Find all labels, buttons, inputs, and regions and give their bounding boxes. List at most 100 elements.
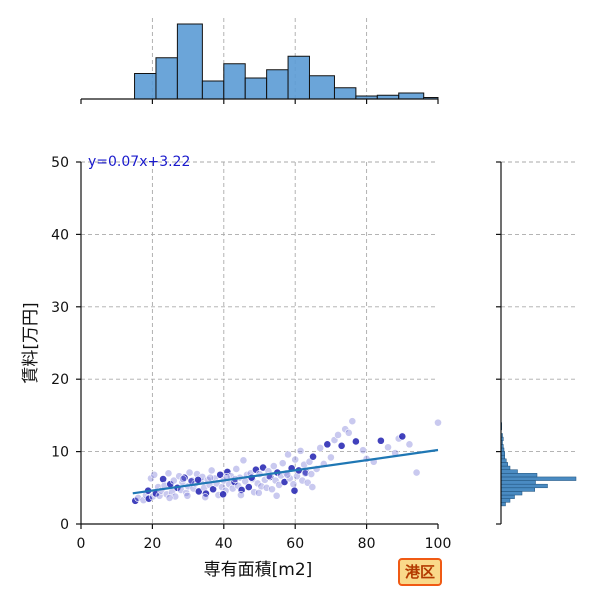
scatter-point — [194, 475, 202, 484]
scatter-point — [237, 491, 245, 499]
right-histogram-bar — [500, 498, 511, 503]
tick-labels: 0 20 40 60 80 100 0 10 20 30 40 50 — [51, 155, 451, 552]
y-tick-label: 20 — [51, 372, 69, 388]
scatter-point — [434, 418, 442, 427]
scatter-point — [165, 494, 174, 502]
right-histogram-bar — [500, 483, 548, 489]
scatter-point — [405, 440, 414, 449]
scatter-point — [179, 475, 188, 484]
x-tick-label: 40 — [215, 536, 233, 552]
right-histogram-bar — [500, 469, 518, 474]
scatter-point — [206, 473, 215, 482]
scatter-point — [348, 417, 357, 426]
right-histogram-bar — [500, 473, 538, 478]
scatter-point — [296, 446, 305, 455]
top-histogram-bar — [244, 77, 268, 100]
right-histogram-bar — [500, 494, 515, 499]
scatter-point — [323, 440, 332, 449]
scatter-point — [398, 432, 407, 441]
scatter-point — [150, 470, 159, 479]
right-histogram-bar — [500, 465, 511, 470]
right-histogram-bar — [500, 480, 536, 485]
scatter-point — [344, 428, 353, 437]
scatter-point — [185, 468, 194, 477]
right-histogram-bar — [500, 502, 506, 507]
scatter-point — [291, 455, 300, 464]
ward-badge: 港区 — [398, 558, 443, 586]
right-histogram-bar — [500, 491, 523, 496]
x-tick-label: 0 — [77, 536, 86, 552]
main-gridlines — [81, 161, 438, 524]
scatter-point — [301, 469, 310, 478]
scatter-point — [309, 452, 317, 461]
scatter-point — [351, 437, 360, 446]
scatter-point — [239, 456, 248, 465]
top-histogram-bar — [266, 69, 289, 100]
scatter-point — [232, 465, 241, 473]
scatter-point — [307, 470, 316, 478]
top-histogram — [134, 23, 439, 100]
scatter-point — [180, 473, 189, 482]
scatter-points — [131, 417, 442, 505]
scatter-point — [259, 463, 267, 472]
top-histogram-bar — [155, 57, 178, 100]
scatter-point — [131, 496, 140, 505]
scatter-point — [254, 488, 263, 497]
scatter-point — [290, 486, 299, 495]
x-tick-label: 80 — [358, 536, 376, 552]
top-histogram-bar — [134, 73, 157, 100]
x-tick-label: 100 — [425, 536, 452, 552]
scatter-point — [326, 453, 335, 462]
top-histogram-bar — [287, 55, 310, 100]
top-histogram-bar — [201, 80, 225, 100]
top-histogram-bar — [308, 75, 335, 100]
scatter-point — [280, 478, 289, 486]
y-tick-label: 30 — [51, 300, 69, 316]
scatter-point — [244, 483, 253, 491]
top-histogram-bar — [176, 23, 203, 100]
scatter-point — [384, 443, 392, 452]
right-histogram-gridlines — [501, 161, 576, 453]
top-histogram-bar — [398, 92, 425, 100]
top-histogram-bar — [223, 63, 246, 100]
scatter-point — [144, 494, 153, 503]
scatter-point — [334, 431, 342, 439]
scatter-point — [412, 468, 421, 477]
scatter-point — [171, 492, 180, 501]
scatter-point — [209, 485, 217, 494]
right-histogram — [500, 422, 577, 507]
scatter-point — [219, 490, 227, 499]
y-axis-label: 賃料[万円] — [21, 302, 41, 383]
scatter-point — [337, 441, 346, 450]
scatter-point — [359, 446, 367, 455]
right-histogram-bar — [500, 476, 577, 481]
right-histogram-bar — [500, 458, 507, 463]
scatter-point — [308, 483, 317, 491]
axes — [76, 98, 502, 529]
top-histogram-bar — [333, 87, 357, 100]
scatter-point — [194, 487, 203, 496]
y-tick-label: 40 — [51, 227, 69, 243]
scatter-point — [169, 476, 178, 485]
y-tick-label: 50 — [51, 155, 69, 171]
scatter-point — [207, 466, 216, 475]
scatter-point — [376, 436, 385, 445]
x-tick-label: 60 — [286, 536, 304, 552]
scatter-point — [164, 469, 173, 478]
scatter-point — [269, 462, 278, 470]
scatter-point — [272, 491, 281, 500]
scatter-point — [159, 475, 168, 484]
x-tick-label: 20 — [143, 536, 161, 552]
x-axis-label: 専有面積[m2] — [204, 560, 313, 580]
scatter-point — [183, 491, 192, 500]
scatter-point — [268, 485, 276, 494]
y-tick-label: 10 — [51, 445, 69, 461]
scatter-point — [316, 444, 325, 452]
regression-line — [132, 448, 439, 495]
scatter-point — [201, 493, 210, 502]
right-histogram-bar — [500, 487, 535, 492]
right-histogram-bar — [500, 462, 508, 467]
scatter-point — [289, 480, 298, 489]
y-tick-label: 0 — [60, 517, 69, 533]
